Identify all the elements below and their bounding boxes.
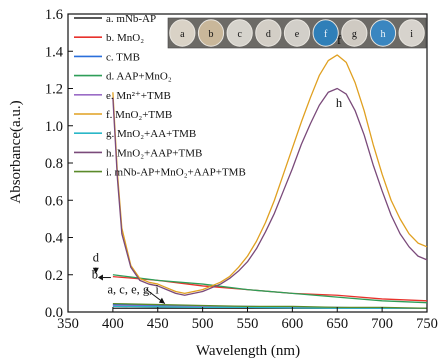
x-tick-label: 600 [282,316,304,332]
vial-c [226,19,253,47]
vial-label: d [266,29,271,40]
vial-label: a [180,29,185,40]
curve-annotation: f [337,33,342,47]
vial-i [398,19,425,47]
axis-ticks: 350 400 450 500 550 600 650 700 750 0.0 0.2 0.4 0.6 0… [45,7,438,332]
legend-entry: c. TMB [106,51,140,63]
legend-entry: f. MnO₂+TMB [106,109,172,121]
y-tick-label: 0.8 [45,156,63,172]
vial-label: c [237,29,242,40]
x-tick-label: 500 [192,316,214,332]
legend-entry: g. MnO₂+AA+TMB [106,128,196,140]
vial-b [197,19,225,47]
arrowhead-group [158,297,165,304]
series-layer [112,54,428,309]
y-tick-label: 0.4 [45,231,64,247]
series-line-f [112,54,428,295]
series-line-d [112,274,428,304]
curve-annotation: b [92,267,98,281]
legend-entry: e. Mn²⁺+TMB [106,90,171,102]
curve-annotation: h [336,96,343,110]
arrowhead-d [92,267,99,274]
x-tick-label: 350 [57,316,79,332]
y-tick-label: 0.0 [45,305,63,321]
y-tick-label: 0.2 [45,268,63,284]
vial-label: f [324,29,328,40]
y-axis-label: Absorbance(a.u.) [8,100,24,203]
vial-label: h [381,29,386,40]
series-line-g [112,305,427,309]
legend-entry: a. mNb-AP [106,13,156,25]
vial-g [341,19,368,47]
series-line-h [112,87,428,296]
x-tick-label: 650 [326,316,348,332]
series-line-i [112,302,428,309]
x-tick-label: 700 [371,316,393,332]
y-tick-label: 1.6 [45,7,63,23]
x-axis-label: Wavelength (nm) [196,343,300,358]
y-tick-label: 1.2 [45,82,63,98]
arrowhead-b [97,274,103,281]
vial-a [169,19,196,47]
x-tick-label: 750 [416,316,438,332]
vial-label: e [295,29,300,40]
legend-entry: d. AAP+MnO₂ [106,71,172,83]
vial-f [312,19,339,47]
vial-d [255,19,282,47]
legend-entry: b. MnO₂ [106,32,144,44]
curve-annotation: d [93,251,100,265]
vial-label: g [352,29,357,40]
y-tick-label: 1.0 [45,119,63,135]
curve-annotation: a, c, e, g, i [107,282,159,296]
y-tick-label: 0.6 [45,193,63,209]
vial-e [283,19,311,47]
legend-entry: h. MnO₂+AAP+TMB [106,147,202,159]
annotations: f h db a, c, e, g, i [92,33,343,305]
legend: a. mNb-AP b. MnO₂ c. TMB d. AAP+MnO₂ e. Mn²⁺… [74,13,246,179]
vial-label: i [410,29,413,40]
x-tick-label: 550 [237,316,259,332]
vial-h [369,19,397,47]
legend-entry: i. mNb-AP+MnO₂+AAP+TMB [106,167,246,179]
x-tick-label: 400 [102,316,124,332]
x-tick-label: 450 [147,316,169,332]
y-tick-label: 1.4 [45,44,64,60]
vial-label: b [209,29,214,40]
